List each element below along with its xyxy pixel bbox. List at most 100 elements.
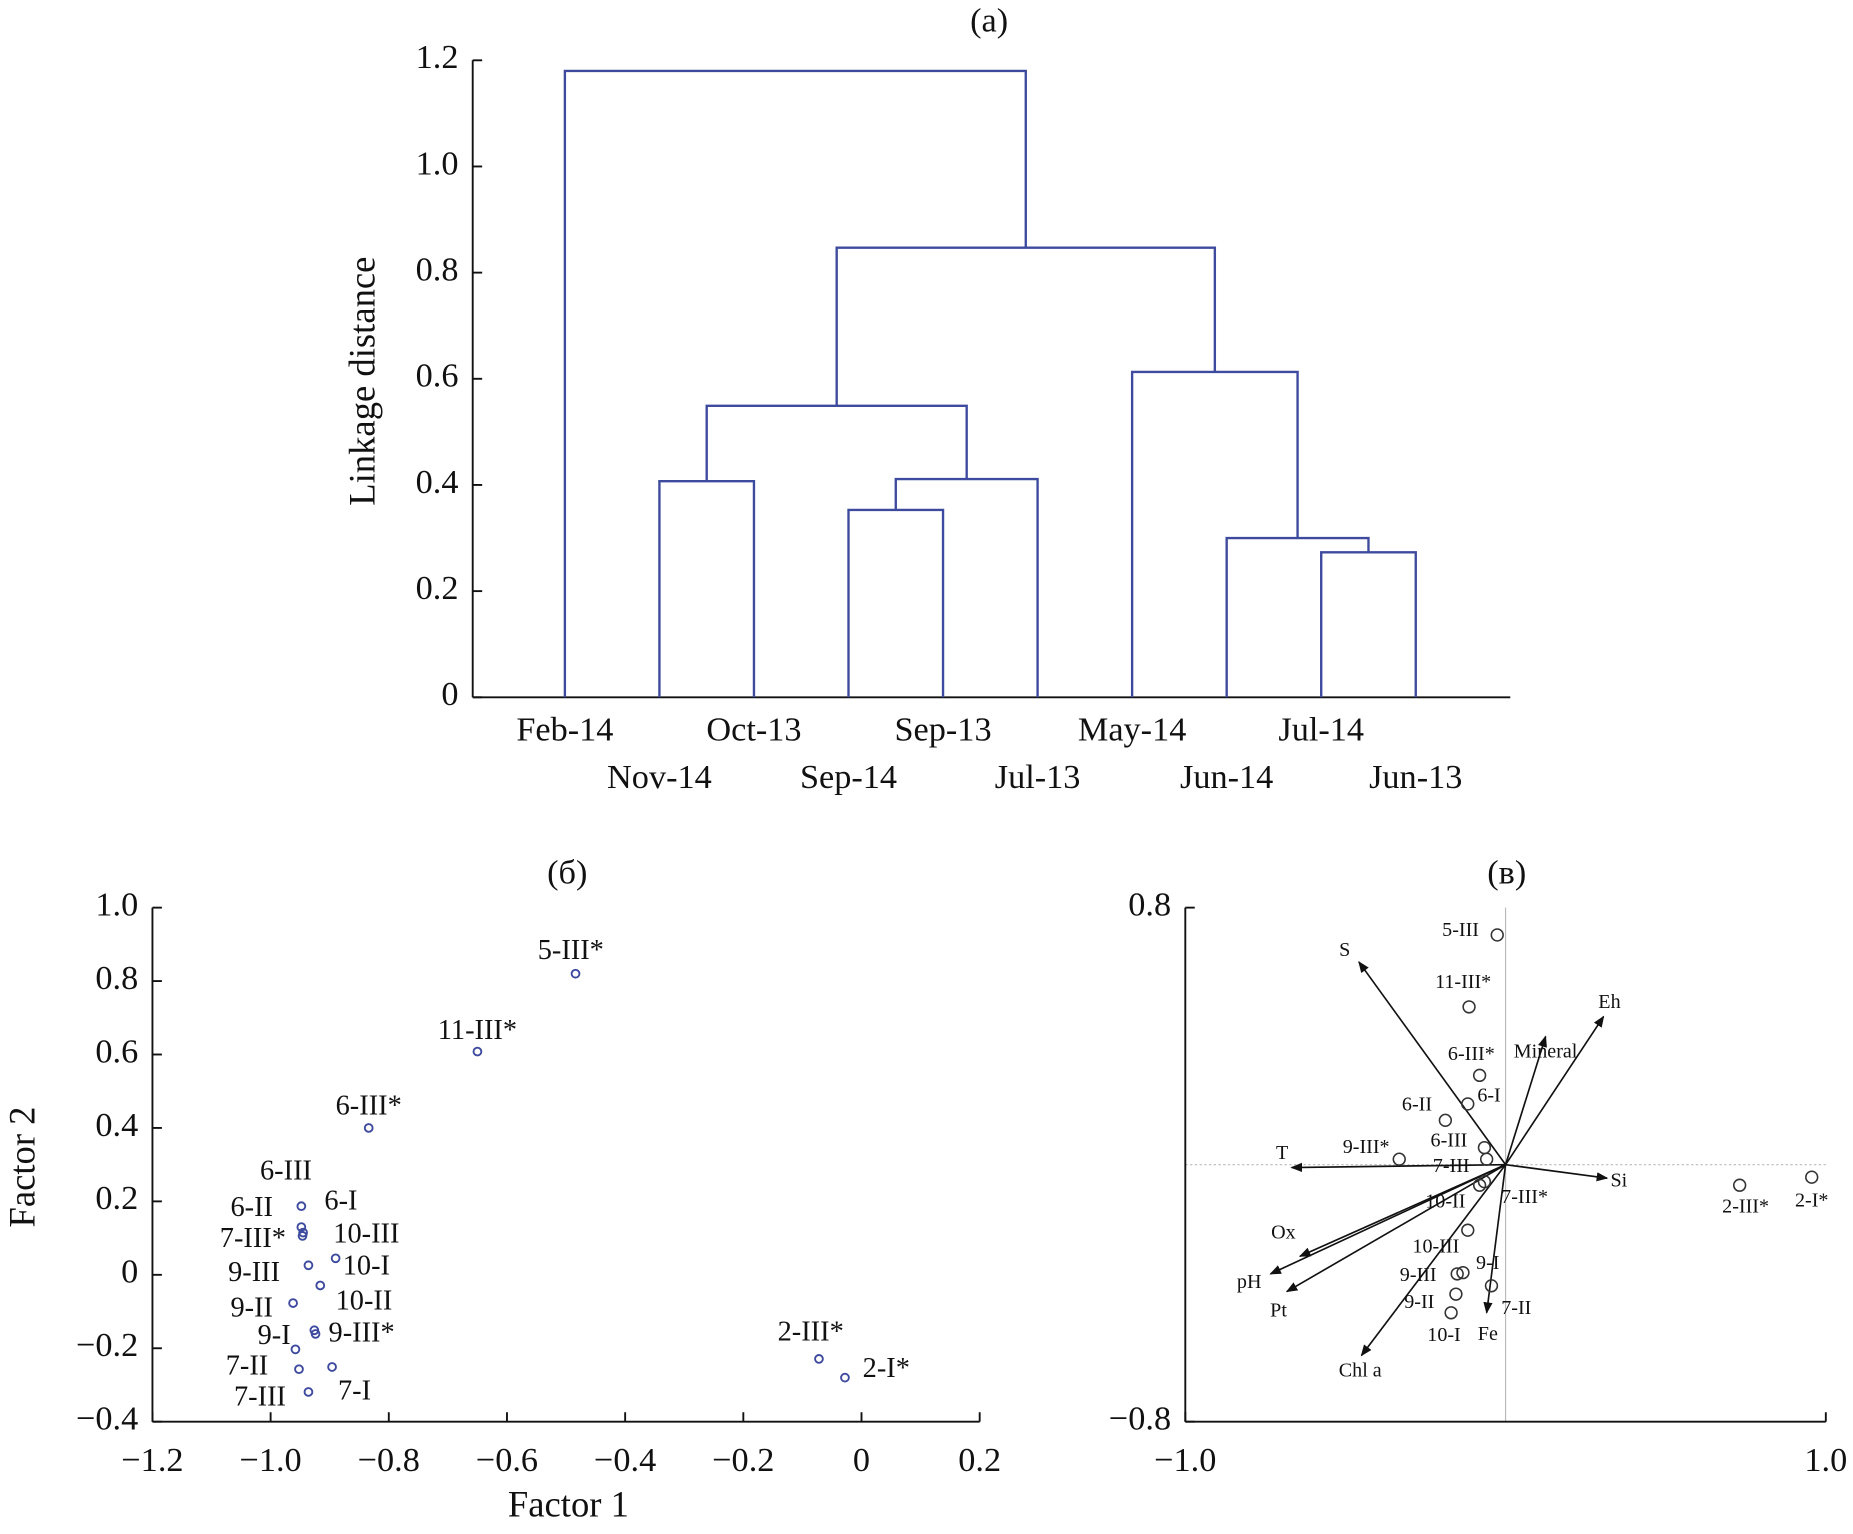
point-label: 10-I [1427, 1324, 1460, 1346]
point [1392, 1152, 1406, 1166]
point [1490, 928, 1504, 942]
point [1484, 1279, 1499, 1293]
x-axis-label: Factor 1 [508, 1483, 629, 1524]
leaf-label: Sep-13 [895, 711, 992, 749]
loading-vector [1360, 1164, 1507, 1357]
y-tick-label: −0.4 [76, 1400, 138, 1438]
leaf-label: Jul-13 [995, 758, 1081, 796]
point-label: 7-I [338, 1375, 371, 1406]
vector-label: Chl a [1339, 1360, 1382, 1382]
y-tick-label: −0.2 [76, 1326, 138, 1364]
point-label: 10-III [333, 1218, 399, 1249]
point-label: 10-I [343, 1250, 390, 1281]
point-label: 7-III [234, 1382, 286, 1413]
point [310, 1329, 321, 1339]
point-label: 9-I [258, 1320, 291, 1351]
point [290, 1344, 301, 1355]
point [296, 1201, 307, 1211]
point-label: 5-III [1442, 919, 1479, 941]
leaf-label: Feb-14 [516, 711, 613, 749]
y-tick-label: 0.2 [95, 1179, 138, 1217]
x-tick-label: −0.4 [594, 1441, 656, 1479]
point-label: 9-III [228, 1257, 280, 1288]
point [472, 1046, 483, 1057]
point-label: 7-III* [1501, 1186, 1548, 1208]
y-axis-label: Factor 2 [1, 1107, 42, 1228]
dendrogram-link [835, 246, 1217, 406]
point [1477, 1140, 1492, 1155]
x-tick-label: 0.2 [958, 1441, 1001, 1479]
x-tick-label: −0.2 [712, 1441, 774, 1479]
dendrogram-link [658, 480, 756, 698]
y-tick-label: 0.2 [416, 569, 459, 607]
y-tick-label: 0 [441, 675, 458, 713]
point-label: 9-III [1400, 1264, 1437, 1286]
y-tick-label: 0.6 [416, 357, 459, 395]
x-tick-label: 0 [853, 1441, 870, 1479]
point [1450, 1267, 1464, 1281]
dendrogram-link [563, 69, 1027, 698]
point-label: 10-II [336, 1286, 393, 1317]
point [570, 968, 581, 979]
vector-label: Fe [1478, 1323, 1498, 1345]
dendrogram-link [1130, 370, 1299, 698]
point-label: 2-I* [863, 1353, 910, 1384]
point-label: 5-III* [538, 935, 604, 966]
point [294, 1364, 304, 1375]
point-label: 6-II [230, 1192, 273, 1223]
point-label: 10-III [1412, 1236, 1459, 1258]
y-tick-label: 0.8 [95, 959, 138, 997]
point-label: 6-II [1402, 1094, 1432, 1116]
loading-vector [1290, 1162, 1506, 1173]
point-label: 6-III [260, 1156, 312, 1187]
loading-vector [1505, 1163, 1609, 1182]
dendrogram-link [894, 477, 1039, 698]
point [315, 1280, 326, 1291]
point-label: 9-III* [329, 1318, 395, 1349]
point-label: 2-I* [1795, 1190, 1828, 1212]
point [363, 1123, 374, 1133]
point-label: 11-III* [438, 1015, 517, 1046]
x-tick-label: −0.8 [358, 1441, 420, 1479]
x-tick-label: 1.0 [1804, 1441, 1847, 1479]
point [1456, 1265, 1470, 1280]
x-tick-label: −0.6 [476, 1441, 538, 1479]
point [1461, 1097, 1475, 1111]
point [330, 1253, 341, 1264]
loading-vector [1504, 1015, 1605, 1166]
chart-title: (в) [1487, 854, 1526, 892]
point-label: 2-III* [1722, 1195, 1769, 1217]
y-tick-label: 0.8 [1128, 885, 1171, 923]
dendrogram-link [1320, 551, 1417, 698]
point-label: 7-III* [220, 1223, 286, 1254]
point-label: 6-I [1477, 1084, 1500, 1106]
point [297, 1231, 308, 1241]
point [1479, 1152, 1494, 1166]
y-tick-label: −0.8 [1109, 1400, 1171, 1438]
y-tick-label: 0.4 [416, 463, 459, 501]
chart-title: (a) [970, 2, 1008, 40]
point [840, 1372, 850, 1383]
point [303, 1260, 314, 1271]
point-label: 6-III* [1448, 1043, 1495, 1065]
point [1732, 1178, 1747, 1192]
point [327, 1362, 337, 1372]
y-tick-label: 1.0 [416, 144, 459, 182]
dendrogram-link [705, 404, 968, 482]
point-label: 6-I [324, 1186, 357, 1217]
vector-label: pH [1237, 1271, 1262, 1293]
loading-vector [1269, 1163, 1506, 1275]
point-label: 10-II [1425, 1191, 1465, 1213]
point [1805, 1170, 1819, 1184]
point [303, 1387, 314, 1397]
vector-label: S [1339, 939, 1350, 961]
y-tick-label: 1.0 [95, 885, 138, 923]
x-tick-label: −1.2 [121, 1441, 183, 1479]
leaf-label: Sep-14 [800, 758, 897, 796]
y-tick-label: 0.4 [95, 1106, 138, 1144]
chart-title: (б) [547, 854, 587, 892]
leaf-label: Nov-14 [607, 758, 712, 796]
x-tick-label: −1.0 [1154, 1441, 1216, 1479]
